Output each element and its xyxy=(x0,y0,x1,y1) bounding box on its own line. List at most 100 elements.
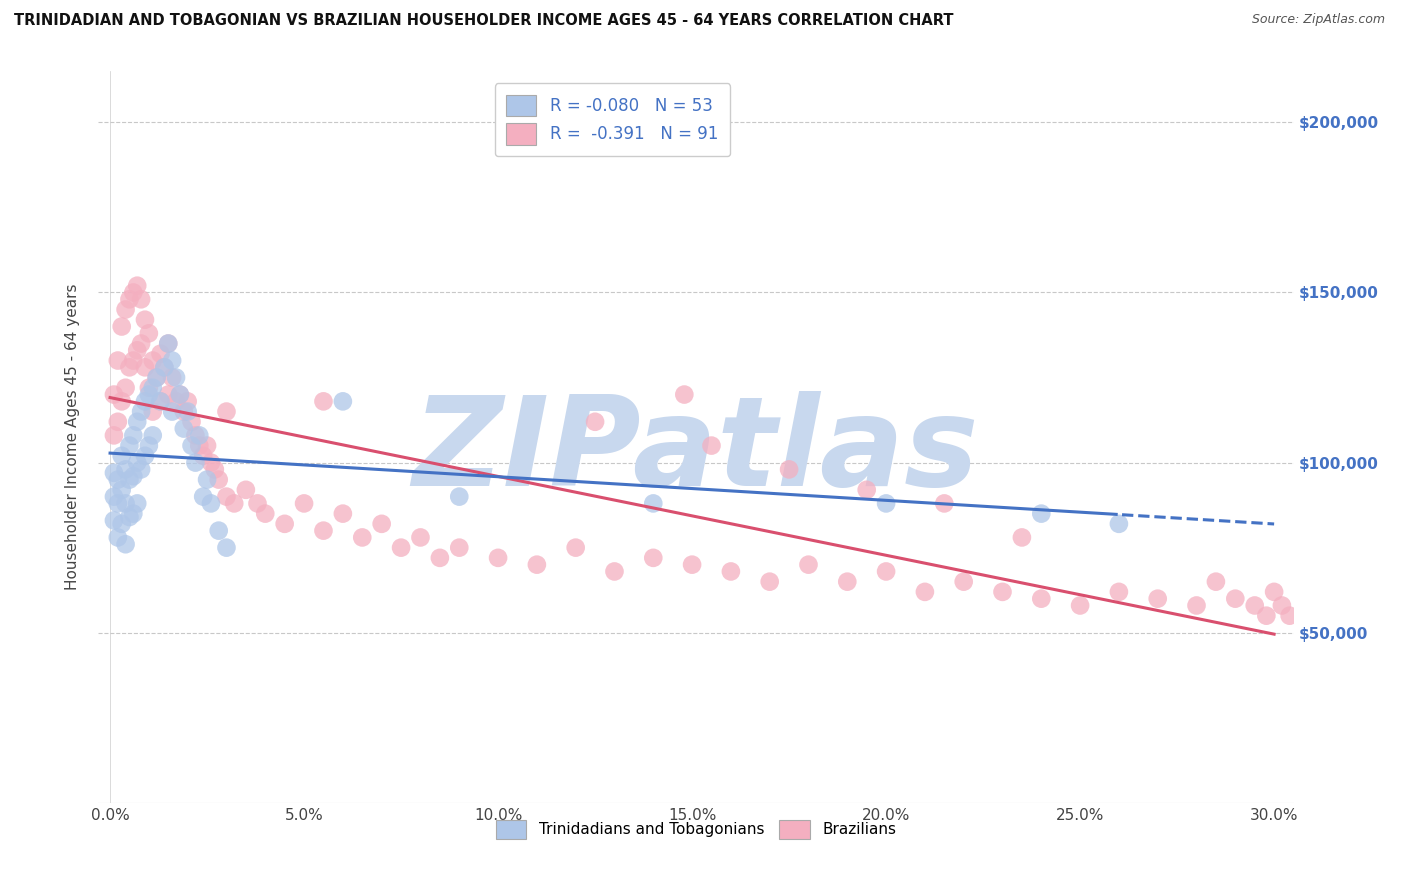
Point xyxy=(486,550,509,565)
Point xyxy=(208,473,231,487)
Point xyxy=(173,421,195,435)
Point xyxy=(875,565,897,579)
Point xyxy=(122,428,145,442)
Point xyxy=(1146,591,1168,606)
Point xyxy=(208,524,231,538)
Point xyxy=(215,404,238,418)
Point xyxy=(449,541,471,555)
Point xyxy=(114,496,136,510)
Point xyxy=(700,439,723,453)
Point xyxy=(160,353,183,368)
Point xyxy=(681,558,703,572)
Point xyxy=(193,449,215,463)
Legend: Trinidadians and Tobagonians, Brazilians: Trinidadians and Tobagonians, Brazilians xyxy=(488,813,904,847)
Point xyxy=(153,360,176,375)
Point xyxy=(111,483,134,497)
Point xyxy=(107,415,129,429)
Point xyxy=(235,483,257,497)
Point xyxy=(643,550,665,565)
Point xyxy=(215,490,238,504)
Point xyxy=(118,473,141,487)
Point xyxy=(1278,608,1301,623)
Point xyxy=(127,278,149,293)
Point xyxy=(149,347,172,361)
Point xyxy=(673,387,696,401)
Point xyxy=(103,428,125,442)
Point xyxy=(149,394,172,409)
Point xyxy=(1031,507,1053,521)
Point xyxy=(129,336,152,351)
Point xyxy=(643,496,665,510)
Point xyxy=(778,462,800,476)
Point xyxy=(188,428,211,442)
Point xyxy=(429,550,451,565)
Point xyxy=(1271,599,1294,613)
Point xyxy=(583,415,606,429)
Point xyxy=(118,293,141,307)
Point xyxy=(1108,516,1130,531)
Point xyxy=(195,439,218,453)
Point xyxy=(184,456,207,470)
Point xyxy=(720,565,742,579)
Point xyxy=(165,394,187,409)
Point xyxy=(1069,599,1091,613)
Point xyxy=(188,439,211,453)
Text: Source: ZipAtlas.com: Source: ZipAtlas.com xyxy=(1251,13,1385,27)
Point xyxy=(526,558,548,572)
Point xyxy=(122,353,145,368)
Point xyxy=(254,507,277,521)
Point xyxy=(114,537,136,551)
Point xyxy=(134,449,156,463)
Point xyxy=(352,531,374,545)
Point xyxy=(273,516,295,531)
Point xyxy=(142,428,165,442)
Point xyxy=(758,574,780,589)
Point xyxy=(103,490,125,504)
Point xyxy=(138,381,160,395)
Point xyxy=(1243,599,1265,613)
Point xyxy=(118,510,141,524)
Point xyxy=(389,541,412,555)
Point xyxy=(1263,585,1285,599)
Point xyxy=(193,490,215,504)
Point xyxy=(1185,599,1208,613)
Text: ZIPatlas: ZIPatlas xyxy=(413,392,979,512)
Point xyxy=(409,531,432,545)
Point xyxy=(200,496,222,510)
Point xyxy=(837,574,859,589)
Point xyxy=(224,496,246,510)
Point xyxy=(114,462,136,476)
Point xyxy=(1108,585,1130,599)
Point xyxy=(173,404,195,418)
Point xyxy=(138,439,160,453)
Point xyxy=(134,360,156,375)
Point xyxy=(157,387,180,401)
Text: TRINIDADIAN AND TOBAGONIAN VS BRAZILIAN HOUSEHOLDER INCOME AGES 45 - 64 YEARS CO: TRINIDADIAN AND TOBAGONIAN VS BRAZILIAN … xyxy=(14,13,953,29)
Point xyxy=(145,370,167,384)
Point xyxy=(127,415,149,429)
Point xyxy=(103,387,125,401)
Point xyxy=(122,285,145,300)
Y-axis label: Householder Income Ages 45 - 64 years: Householder Income Ages 45 - 64 years xyxy=(65,284,80,591)
Point xyxy=(1205,574,1227,589)
Point xyxy=(312,524,335,538)
Point xyxy=(370,516,392,531)
Point xyxy=(111,319,134,334)
Point xyxy=(332,507,354,521)
Point xyxy=(107,473,129,487)
Point xyxy=(149,394,172,409)
Point xyxy=(991,585,1014,599)
Point xyxy=(103,466,125,480)
Point xyxy=(165,370,187,384)
Point xyxy=(169,387,191,401)
Point xyxy=(246,496,269,510)
Point xyxy=(129,404,152,418)
Point xyxy=(111,516,134,531)
Point xyxy=(200,456,222,470)
Point xyxy=(107,353,129,368)
Point xyxy=(797,558,820,572)
Point xyxy=(204,462,226,476)
Point xyxy=(138,387,160,401)
Point xyxy=(952,574,974,589)
Point xyxy=(129,293,152,307)
